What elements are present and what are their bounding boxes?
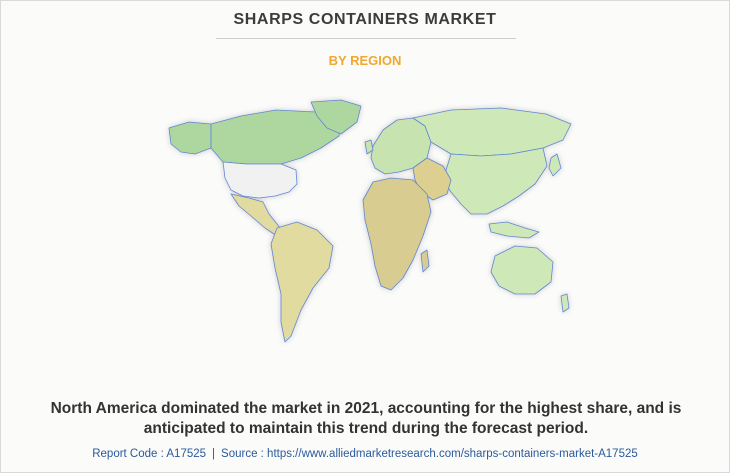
title-divider	[216, 38, 516, 39]
report-code: Report Code : A17525	[92, 448, 207, 460]
region-usa	[222, 161, 298, 199]
region-asia	[442, 147, 548, 215]
region-mexico	[230, 193, 284, 237]
region-australia	[490, 245, 554, 295]
summary-caption: North America dominated the market in 20…	[50, 400, 682, 437]
region-greenland	[310, 99, 362, 135]
source-link[interactable]: Source : https://www.alliedmarketresearc…	[221, 448, 638, 460]
footer-separator: |	[212, 448, 216, 460]
region-alaska	[168, 121, 212, 155]
region-south-america	[270, 221, 334, 343]
region-madagascar	[420, 249, 430, 273]
region-japan	[548, 153, 562, 177]
region-indonesia	[488, 221, 540, 239]
region-africa	[362, 177, 432, 291]
region-russia	[412, 107, 572, 157]
region-uk	[364, 139, 374, 155]
world-map	[151, 96, 581, 351]
page-subtitle: BY REGION	[328, 53, 402, 68]
region-new-zealand	[560, 293, 570, 313]
page-title: SHARPS CONTAINERS MARKET	[233, 11, 497, 28]
source-footer: Report Code : A17525 | Source : https://ww…	[1, 448, 729, 460]
